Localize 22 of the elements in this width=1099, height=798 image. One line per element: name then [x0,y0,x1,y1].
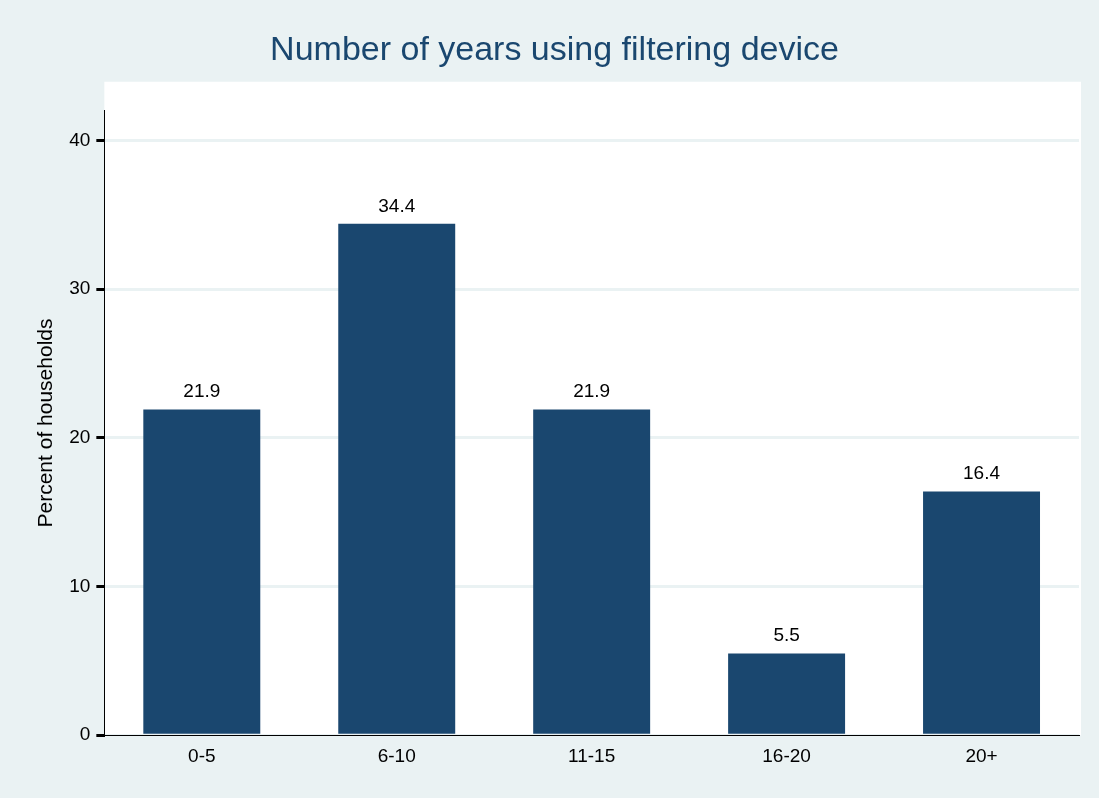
data-label: 5.5 [773,624,800,646]
chart-title: Number of years using filtering device [270,28,839,67]
y-tick-label: 30 [69,277,91,299]
data-label: 21.9 [183,380,221,402]
x-tick-label: 6-10 [377,744,416,766]
x-tick-label: 11-15 [568,744,616,766]
y-tick-label: 40 [69,128,91,150]
data-label: 16.4 [963,462,1001,484]
y-axis-title: Percent of households [33,318,57,528]
x-tick-label: 20+ [965,744,998,766]
data-label: 34.4 [378,194,416,216]
y-tick-label: 20 [69,426,91,448]
bar [338,223,456,734]
y-tick-label: 10 [69,574,91,596]
bar [533,409,651,734]
x-tick-label: 0-5 [188,744,216,766]
data-label: 21.9 [573,380,611,402]
bar [143,409,261,734]
x-tick-label: 16-20 [762,744,811,766]
bar [923,491,1041,734]
bar [728,653,846,734]
y-tick-label: 0 [79,723,91,745]
